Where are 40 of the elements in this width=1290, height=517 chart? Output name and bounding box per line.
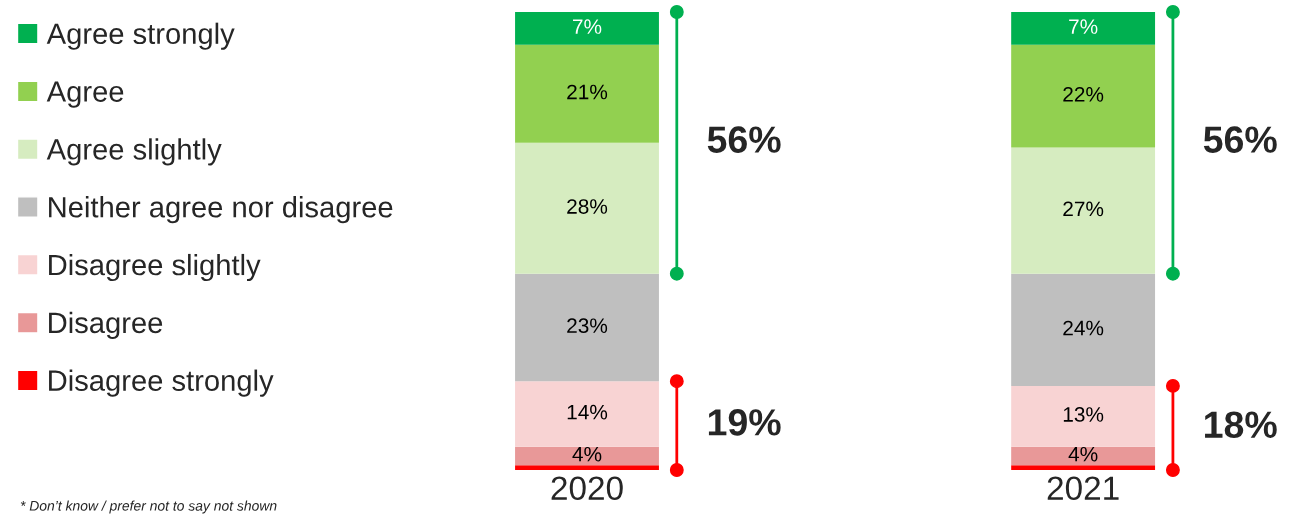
legend-label: Neither agree nor disagree — [49, 196, 393, 224]
data-label: 27% — [1063, 201, 1104, 217]
bar — [515, 465, 659, 470]
bar — [515, 273, 659, 382]
annotation: 18% — [1205, 411, 1277, 439]
data-label: 4% — [572, 446, 602, 462]
bar — [1011, 385, 1156, 447]
data-label: 4% — [1068, 446, 1098, 462]
bar — [1011, 273, 1156, 386]
bar — [515, 142, 659, 274]
bar — [515, 12, 659, 45]
text: * Don’t know / prefer not to say not shown — [20, 500, 277, 514]
data-label: 7% — [573, 19, 602, 34]
bar — [1011, 147, 1156, 274]
legend-label: Agree — [46, 81, 124, 108]
annotation: 19% — [708, 409, 781, 436]
data-label: 23% — [567, 318, 608, 334]
data-label: 28% — [567, 199, 608, 214]
data-label: 13% — [1063, 407, 1104, 422]
bar — [1011, 446, 1156, 466]
x-tick-label: 2021 — [1047, 476, 1119, 501]
legend-label: Agree slightly — [46, 138, 222, 166]
bar — [1011, 44, 1156, 148]
bar — [515, 446, 659, 466]
data-label: 21% — [567, 84, 608, 100]
legend-label: Disagree slightly — [49, 253, 261, 282]
bar — [1011, 12, 1156, 45]
bar — [515, 381, 659, 447]
annotation: 56% — [1203, 126, 1277, 153]
legend-label: Disagree — [49, 311, 163, 339]
data-label: 14% — [567, 404, 608, 420]
bar — [515, 44, 659, 143]
annotation: 56% — [707, 126, 781, 153]
legend-label: Disagree strongly — [49, 369, 274, 397]
x-tick-label: 2020 — [551, 476, 623, 501]
data-label: 24% — [1063, 320, 1104, 336]
data-label: 22% — [1063, 86, 1104, 102]
data-label: 7% — [1069, 19, 1098, 34]
bar — [1011, 465, 1156, 470]
legend-label: Agree strongly — [46, 22, 235, 50]
